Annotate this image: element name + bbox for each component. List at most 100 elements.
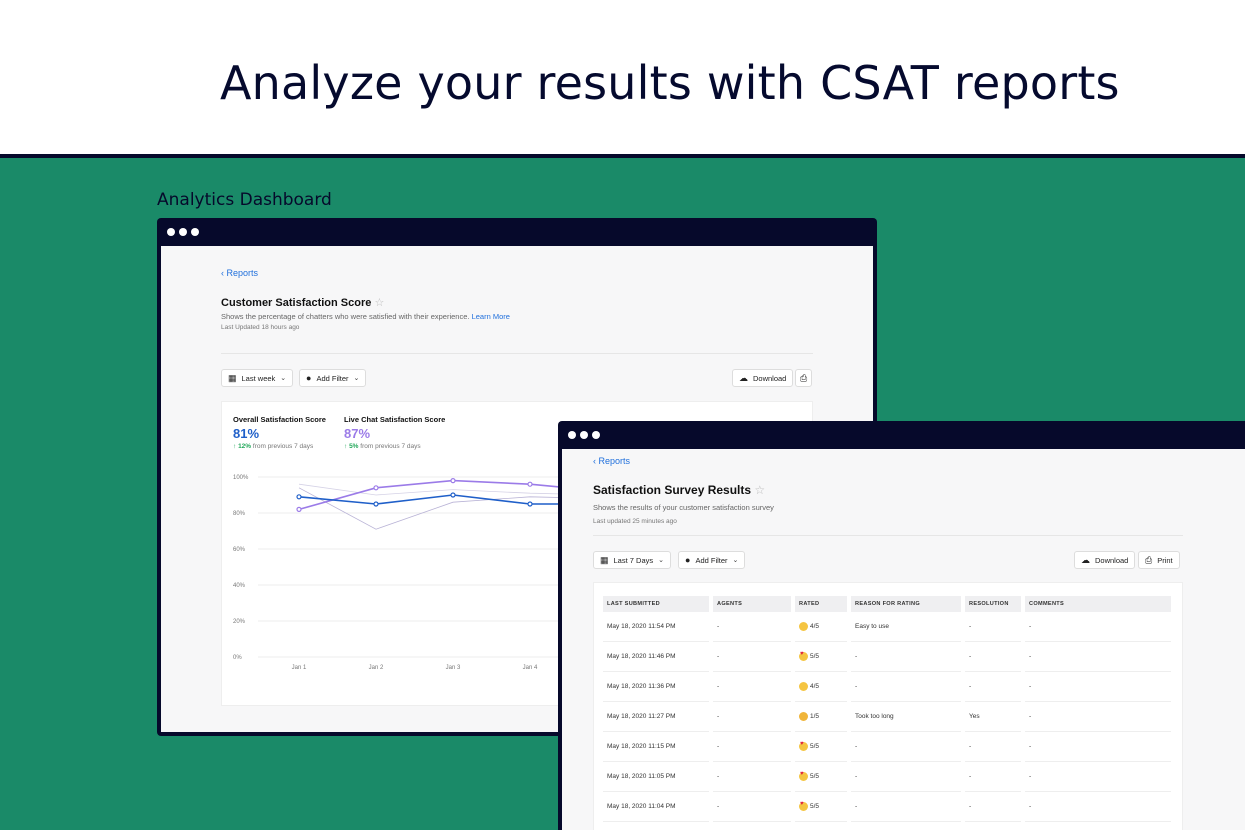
x-tick-label: Jan 2 <box>369 665 384 671</box>
page-title-text: Customer Satisfaction Score <box>221 297 372 309</box>
submitted-cell: May 18, 2020 11:27 PM <box>603 702 709 732</box>
date-filter-label: Last week <box>241 373 276 383</box>
table-row[interactable]: May 18, 2020 11:36 PM -4/5- - - <box>603 672 1171 702</box>
comments-cell: - <box>1025 732 1171 762</box>
rating-value: 5/5 <box>810 653 820 661</box>
data-point <box>296 494 302 500</box>
comments-cell: - <box>1025 792 1171 822</box>
rated-cell: 5/5 <box>795 732 847 762</box>
y-tick-label: 80% <box>233 511 246 517</box>
love-emoji-icon <box>799 771 808 781</box>
rating-value: 5/5 <box>810 743 820 751</box>
window-dot <box>580 431 588 439</box>
star-icon[interactable]: ☆ <box>374 297 385 309</box>
submitted-cell: May 18, 2020 11:05 PM <box>603 762 709 792</box>
survey-content: ‹ Reports Satisfaction Survey Results ☆ … <box>562 449 1245 830</box>
sad-emoji-icon <box>799 712 808 721</box>
rated-cell: 5/5 <box>795 792 847 822</box>
page-subtitle: Shows the percentage of chatters who wer… <box>221 312 510 321</box>
x-tick-label: Jan 4 <box>523 665 538 671</box>
back-link[interactable]: ‹ Reports <box>221 268 258 278</box>
table-row[interactable]: May 18, 2020 11:54 PM -4/5 Easy to use - - <box>603 612 1171 642</box>
column-header[interactable]: REASON FOR RATING <box>851 596 961 612</box>
y-tick-label: 100% <box>233 475 249 481</box>
page-title: Satisfaction Survey Results ☆ <box>593 483 765 497</box>
print-label: Print <box>1157 555 1173 565</box>
submitted-cell: May 18, 2020 11:36 PM <box>603 672 709 702</box>
back-link-label: Reports <box>598 456 631 466</box>
date-filter-button[interactable]: ▦ Last week ⌄ <box>221 369 294 387</box>
column-header[interactable]: RATED <box>795 596 847 612</box>
chevron-down-icon: ⌄ <box>353 375 360 382</box>
window-dot <box>167 228 175 236</box>
date-filter-button[interactable]: ▦ Last 7 Days ⌄ <box>593 551 671 569</box>
table-row[interactable]: May 18, 2020 11:04 PM-5/5--- <box>603 792 1171 822</box>
comments-cell: - <box>1025 672 1171 702</box>
metric-change-text: from previous 7 days <box>360 443 421 450</box>
divider <box>593 535 1183 536</box>
y-tick-label: 60% <box>233 547 246 553</box>
table-row[interactable]: May 18, 2020 11:05 PM-5/5--- <box>603 762 1171 792</box>
resolution-cell: - <box>965 762 1021 792</box>
agent-cell: - <box>713 672 791 702</box>
resolution-cell: - <box>965 642 1021 672</box>
add-filter-label: Add Filter <box>316 373 349 383</box>
survey-window: ‹ Reports Satisfaction Survey Results ☆ … <box>558 421 1245 830</box>
series-line <box>298 483 608 496</box>
download-label: Download <box>753 373 787 383</box>
rating-value: 4/5 <box>810 683 820 691</box>
happy-emoji-icon <box>799 682 808 691</box>
rating-value: 4/5 <box>810 623 820 631</box>
back-link[interactable]: ‹ Reports <box>593 456 630 466</box>
metric-label: Live Chat Satisfaction Score <box>344 415 446 424</box>
submitted-cell: May 18, 2020 11:54 PM <box>603 612 709 642</box>
reason-cell: - <box>851 672 961 702</box>
column-header[interactable]: LAST SUBMITTED <box>603 596 709 612</box>
table-row[interactable]: May 18, 2020 11:46 PM-5/5--- <box>603 642 1171 672</box>
data-point <box>527 501 533 507</box>
results-card: LAST SUBMITTED AGENTS RATED REASON FOR R… <box>593 582 1183 830</box>
happy-emoji-icon <box>799 622 808 631</box>
column-header[interactable]: COMMENTS <box>1025 596 1171 612</box>
add-filter-button[interactable]: ● Add Filter ⌄ <box>299 369 367 387</box>
print-button[interactable]: ⎙ Print <box>1138 551 1180 569</box>
column-header[interactable]: AGENTS <box>713 596 791 612</box>
rated-cell: 1/5 <box>795 702 847 732</box>
window-dot <box>568 431 576 439</box>
divider <box>221 353 813 354</box>
calendar-icon: ▦ <box>228 372 237 383</box>
section-label: Analytics Dashboard <box>157 190 332 210</box>
chevron-left-icon: ‹ <box>593 456 599 466</box>
rating-value: 5/5 <box>810 773 820 781</box>
star-icon[interactable]: ☆ <box>754 483 766 497</box>
printer-icon: ⎙ <box>1145 554 1153 565</box>
data-point <box>450 478 456 484</box>
agent-cell: - <box>713 732 791 762</box>
download-button[interactable]: ☁ Download <box>1074 551 1136 569</box>
metric-label: Overall Satisfaction Score <box>233 415 326 424</box>
resolution-cell: Yes <box>965 702 1021 732</box>
x-tick-label: Jan 1 <box>292 665 307 671</box>
results-table: LAST SUBMITTED AGENTS RATED REASON FOR R… <box>599 596 1175 822</box>
column-header[interactable]: RESOLUTION <box>965 596 1021 612</box>
learn-more-link[interactable]: Learn More <box>471 312 510 321</box>
window-titlebar <box>157 218 877 246</box>
submitted-cell: May 18, 2020 11:15 PM <box>603 732 709 762</box>
add-filter-button[interactable]: ● Add Filter ⌄ <box>678 551 746 569</box>
data-point <box>450 492 456 498</box>
chevron-left-icon: ‹ <box>221 268 227 278</box>
table-row[interactable]: May 18, 2020 11:15 PM-5/5--- <box>603 732 1171 762</box>
table-header-row: LAST SUBMITTED AGENTS RATED REASON FOR R… <box>603 596 1171 612</box>
window-dot <box>191 228 199 236</box>
y-tick-label: 40% <box>233 583 246 589</box>
download-button[interactable]: ☁ Download <box>732 369 794 387</box>
filter-icon: ● <box>685 554 691 565</box>
rated-cell: 4/5 <box>795 672 847 702</box>
metric-change: ↑ 12% from previous 7 days <box>233 443 313 450</box>
submitted-cell: May 18, 2020 11:46 PM <box>603 642 709 672</box>
window-dot <box>179 228 187 236</box>
window-dot <box>592 431 600 439</box>
print-button[interactable]: ⎙ <box>795 369 813 387</box>
table-row[interactable]: May 18, 2020 11:27 PM -1/5 Took too long Ye… <box>603 702 1171 732</box>
y-tick-label: 20% <box>233 619 246 625</box>
